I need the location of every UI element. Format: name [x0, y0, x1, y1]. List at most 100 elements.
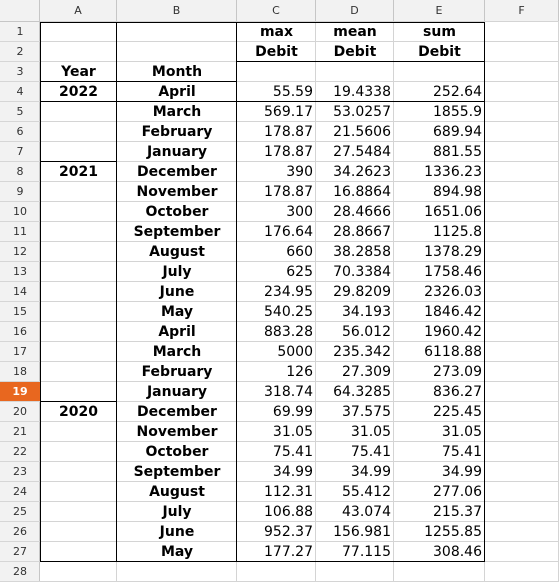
cell-max-debit[interactable]: 34.99 [272, 464, 313, 480]
cell-max-debit[interactable]: 540.25 [264, 304, 313, 320]
cell-max-debit[interactable]: 106.88 [264, 504, 313, 520]
cell-mean-debit[interactable]: 38.2858 [333, 244, 391, 260]
row-header-22[interactable]: 22 [0, 442, 40, 462]
cell-max-debit[interactable]: 883.28 [264, 324, 313, 340]
cell-month[interactable]: January [146, 384, 208, 400]
cell-mean-debit[interactable]: 64.3285 [333, 384, 391, 400]
cell-month[interactable]: August [149, 484, 205, 500]
column-header-d[interactable]: D [316, 0, 394, 21]
cell-max-debit[interactable]: 300 [286, 204, 313, 220]
cell-max-debit[interactable]: 952.37 [264, 524, 313, 540]
row-header-25[interactable]: 25 [0, 502, 40, 522]
cell-mean-debit[interactable]: 56.012 [342, 324, 391, 340]
cell-mean-debit[interactable]: 28.8667 [333, 224, 391, 240]
cell-max-debit[interactable]: 69.99 [272, 404, 313, 420]
cell-sum-debit[interactable]: 215.37 [433, 504, 482, 520]
cell-grid[interactable]: max mean sum Debit Debit Debit Year Mont… [40, 21, 559, 582]
row-header-8[interactable]: 8 [0, 162, 40, 182]
cell-year[interactable]: 2022 [59, 84, 98, 100]
cell-mean-debit[interactable]: 156.981 [333, 524, 391, 540]
column-header-a[interactable]: A [40, 0, 117, 21]
cell-max-debit[interactable]: 625 [286, 264, 313, 280]
cell-month[interactable]: April [158, 324, 196, 340]
cell-month[interactable]: October [145, 444, 209, 460]
cell-sum-debit[interactable]: 1758.46 [424, 264, 482, 280]
cell-month[interactable]: December [137, 164, 217, 180]
cell-max-debit[interactable]: 318.74 [264, 384, 313, 400]
cell-sum-debit[interactable]: 273.09 [433, 364, 482, 380]
cell-sum-debit[interactable]: 75.41 [441, 444, 482, 460]
cell-month[interactable]: May [160, 544, 194, 560]
cell-year[interactable]: 2021 [59, 164, 98, 180]
row-header-11[interactable]: 11 [0, 222, 40, 242]
cell-mean-debit[interactable]: 34.99 [350, 464, 391, 480]
row-header-13[interactable]: 13 [0, 262, 40, 282]
cell-d1[interactable]: mean [333, 24, 377, 40]
cell-mean-debit[interactable]: 31.05 [350, 424, 391, 440]
select-all-corner[interactable] [0, 0, 40, 21]
column-header-e[interactable]: E [394, 0, 485, 21]
cell-max-debit[interactable]: 178.87 [264, 124, 313, 140]
cell-mean-debit[interactable]: 27.309 [342, 364, 391, 380]
cell-mean-debit[interactable]: 27.5484 [333, 144, 391, 160]
row-header-4[interactable]: 4 [0, 82, 40, 102]
cell-max-debit[interactable]: 75.41 [272, 444, 313, 460]
cell-mean-debit[interactable]: 53.0257 [333, 104, 391, 120]
column-header-b[interactable]: B [117, 0, 237, 21]
cell-sum-debit[interactable]: 6118.88 [424, 344, 482, 360]
cell-mean-debit[interactable]: 70.3384 [333, 264, 391, 280]
cell-mean-debit[interactable]: 37.575 [342, 404, 391, 420]
row-header-27[interactable]: 27 [0, 542, 40, 562]
cell-sum-debit[interactable]: 34.99 [441, 464, 482, 480]
cell-max-debit[interactable]: 126 [286, 364, 313, 380]
cell-sum-debit[interactable]: 1336.23 [424, 164, 482, 180]
cell-month[interactable]: October [145, 204, 209, 220]
cell-month[interactable]: September [133, 464, 221, 480]
row-header-26[interactable]: 26 [0, 522, 40, 542]
row-header-6[interactable]: 6 [0, 122, 40, 142]
row-header-28[interactable]: 28 [0, 562, 40, 582]
cell-sum-debit[interactable]: 836.27 [433, 384, 482, 400]
cell-mean-debit[interactable]: 34.2623 [333, 164, 391, 180]
cell-month[interactable]: May [160, 304, 194, 320]
cell-c1[interactable]: max [259, 24, 294, 40]
cell-b3[interactable]: Month [151, 64, 203, 80]
cell-month[interactable]: November [136, 424, 218, 440]
cell-max-debit[interactable]: 178.87 [264, 144, 313, 160]
cell-max-debit[interactable]: 178.87 [264, 184, 313, 200]
row-header-5[interactable]: 5 [0, 102, 40, 122]
column-header-c[interactable]: C [237, 0, 316, 21]
cell-max-debit[interactable]: 390 [286, 164, 313, 180]
cell-month[interactable]: June [159, 284, 195, 300]
cell-month[interactable]: July [162, 504, 192, 520]
cell-sum-debit[interactable]: 1378.29 [424, 244, 482, 260]
row-header-16[interactable]: 16 [0, 322, 40, 342]
cell-month[interactable]: February [141, 364, 213, 380]
cell-mean-debit[interactable]: 75.41 [350, 444, 391, 460]
cell-mean-debit[interactable]: 29.8209 [333, 284, 391, 300]
row-header-2[interactable]: 2 [0, 42, 40, 62]
row-header-18[interactable]: 18 [0, 362, 40, 382]
cell-sum-debit[interactable]: 1651.06 [424, 204, 482, 220]
cell-sum-debit[interactable]: 225.45 [433, 404, 482, 420]
cell-month[interactable]: February [141, 124, 213, 140]
cell-mean-debit[interactable]: 21.5606 [333, 124, 391, 140]
cell-mean-debit[interactable]: 19.4338 [333, 84, 391, 100]
row-header-14[interactable]: 14 [0, 282, 40, 302]
cell-a3[interactable]: Year [61, 64, 96, 80]
cell-e2[interactable]: Debit [418, 44, 461, 60]
cell-max-debit[interactable]: 55.59 [272, 84, 313, 100]
cell-max-debit[interactable]: 176.64 [264, 224, 313, 240]
row-header-17[interactable]: 17 [0, 342, 40, 362]
cell-sum-debit[interactable]: 308.46 [433, 544, 482, 560]
cell-sum-debit[interactable]: 277.06 [433, 484, 482, 500]
cell-sum-debit[interactable]: 1855.9 [433, 104, 482, 120]
cell-max-debit[interactable]: 660 [286, 244, 313, 260]
cell-sum-debit[interactable]: 252.64 [433, 84, 482, 100]
cell-sum-debit[interactable]: 689.94 [433, 124, 482, 140]
row-header-3[interactable]: 3 [0, 62, 40, 82]
cell-mean-debit[interactable]: 77.115 [342, 544, 391, 560]
cell-sum-debit[interactable]: 1846.42 [424, 304, 482, 320]
row-header-24[interactable]: 24 [0, 482, 40, 502]
cell-max-debit[interactable]: 569.17 [264, 104, 313, 120]
